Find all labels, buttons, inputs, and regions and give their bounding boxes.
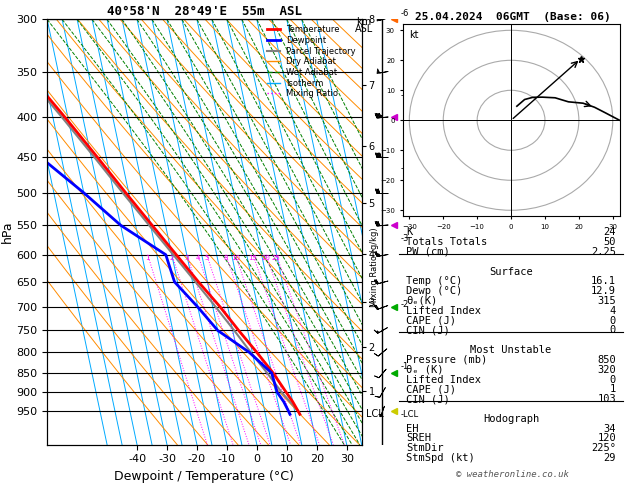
Legend: Temperature, Dewpoint, Parcel Trajectory, Dry Adiabat, Wet Adiabat, Isotherm, Mi: Temperature, Dewpoint, Parcel Trajectory… <box>265 24 357 100</box>
Text: 3: 3 <box>185 255 189 260</box>
Text: θₑ(K): θₑ(K) <box>406 296 437 306</box>
Text: CAPE (J): CAPE (J) <box>406 384 456 394</box>
Text: Pressure (mb): Pressure (mb) <box>406 355 487 365</box>
Text: 1: 1 <box>145 255 150 260</box>
Text: ASL: ASL <box>354 24 373 34</box>
Title: 40°58'N  28°49'E  55m  ASL: 40°58'N 28°49'E 55m ASL <box>107 5 302 18</box>
Text: © weatheronline.co.uk: © weatheronline.co.uk <box>456 469 569 479</box>
Text: Surface: Surface <box>489 266 533 277</box>
Text: -1: -1 <box>401 363 409 371</box>
Y-axis label: hPa: hPa <box>1 221 14 243</box>
Text: 0: 0 <box>610 375 616 384</box>
Text: 29: 29 <box>603 453 616 463</box>
Text: Lifted Index: Lifted Index <box>406 306 481 316</box>
Text: CIN (J): CIN (J) <box>406 394 450 404</box>
X-axis label: Dewpoint / Temperature (°C): Dewpoint / Temperature (°C) <box>114 470 294 483</box>
Text: θₑ (K): θₑ (K) <box>406 364 443 375</box>
Text: Mixing Ratio (g/kg): Mixing Ratio (g/kg) <box>370 227 379 307</box>
Text: -3: -3 <box>401 234 409 243</box>
Text: -4: -4 <box>401 164 409 174</box>
Text: 2: 2 <box>170 255 174 260</box>
Text: 15: 15 <box>248 255 257 260</box>
Text: SREH: SREH <box>406 434 431 443</box>
Text: 2.25: 2.25 <box>591 247 616 257</box>
Text: CIN (J): CIN (J) <box>406 326 450 335</box>
Text: 850: 850 <box>598 355 616 365</box>
Text: 1: 1 <box>610 384 616 394</box>
Text: 120: 120 <box>598 434 616 443</box>
Text: 315: 315 <box>598 296 616 306</box>
Text: CAPE (J): CAPE (J) <box>406 315 456 326</box>
Text: Dewp (°C): Dewp (°C) <box>406 286 462 296</box>
Text: 12.9: 12.9 <box>591 286 616 296</box>
Text: EH: EH <box>406 424 419 434</box>
Text: StmSpd (kt): StmSpd (kt) <box>406 453 475 463</box>
Text: 0: 0 <box>610 326 616 335</box>
Text: Most Unstable: Most Unstable <box>470 345 552 355</box>
Text: 24: 24 <box>603 227 616 237</box>
Text: Temp (°C): Temp (°C) <box>406 277 462 286</box>
Text: 4: 4 <box>610 306 616 316</box>
Text: km: km <box>356 17 371 27</box>
Text: 25: 25 <box>272 255 281 260</box>
Text: 225°: 225° <box>591 443 616 453</box>
Text: 5: 5 <box>204 255 209 260</box>
Text: 10: 10 <box>231 255 240 260</box>
Text: kt: kt <box>409 30 419 40</box>
Text: 20: 20 <box>262 255 270 260</box>
Text: -6: -6 <box>401 9 409 18</box>
Text: Lifted Index: Lifted Index <box>406 375 481 384</box>
Text: -2: -2 <box>401 300 409 309</box>
Text: 320: 320 <box>598 364 616 375</box>
Text: 4: 4 <box>196 255 200 260</box>
Text: 103: 103 <box>598 394 616 404</box>
Text: 50: 50 <box>603 237 616 247</box>
Text: -5: -5 <box>401 91 409 100</box>
Text: 16.1: 16.1 <box>591 277 616 286</box>
Text: StmDir: StmDir <box>406 443 443 453</box>
Text: 34: 34 <box>603 424 616 434</box>
Text: 0: 0 <box>610 315 616 326</box>
Text: Hodograph: Hodograph <box>483 414 539 424</box>
Text: 25.04.2024  06GMT  (Base: 06): 25.04.2024 06GMT (Base: 06) <box>415 12 611 22</box>
Text: Totals Totals: Totals Totals <box>406 237 487 247</box>
Text: 8: 8 <box>224 255 228 260</box>
Text: PW (cm): PW (cm) <box>406 247 450 257</box>
Text: K: K <box>406 227 413 237</box>
Text: -LCL: -LCL <box>401 410 419 419</box>
Text: LCL: LCL <box>366 409 384 419</box>
